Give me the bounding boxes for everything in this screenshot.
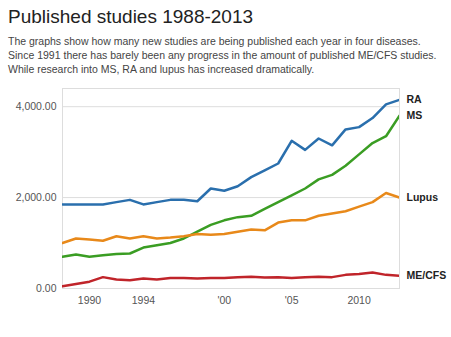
svg-text:2010: 2010 <box>347 294 371 306</box>
html-text:The graphs show how many new s: The graphs show how many new studies are… <box>8 35 437 75</box>
svg-text:2,000.00: 2,000.00 <box>16 191 57 203</box>
svg-text:Lupus: Lupus <box>407 191 439 203</box>
svg-text:MS: MS <box>407 109 423 121</box>
svg-text:0.00: 0.00 <box>36 282 57 294</box>
svg-text:RA: RA <box>407 93 423 105</box>
svg-text:1990: 1990 <box>78 294 102 306</box>
svg-text:'05: '05 <box>285 294 299 306</box>
svg-text:ME/CFS: ME/CFS <box>407 269 447 281</box>
svg-text:4,000.00: 4,000.00 <box>16 100 57 112</box>
svg-text:1994: 1994 <box>132 294 156 306</box>
html-text:Published studies 1988-2013: Published studies 1988-2013 <box>8 6 254 27</box>
svg-text:'00: '00 <box>217 294 231 306</box>
